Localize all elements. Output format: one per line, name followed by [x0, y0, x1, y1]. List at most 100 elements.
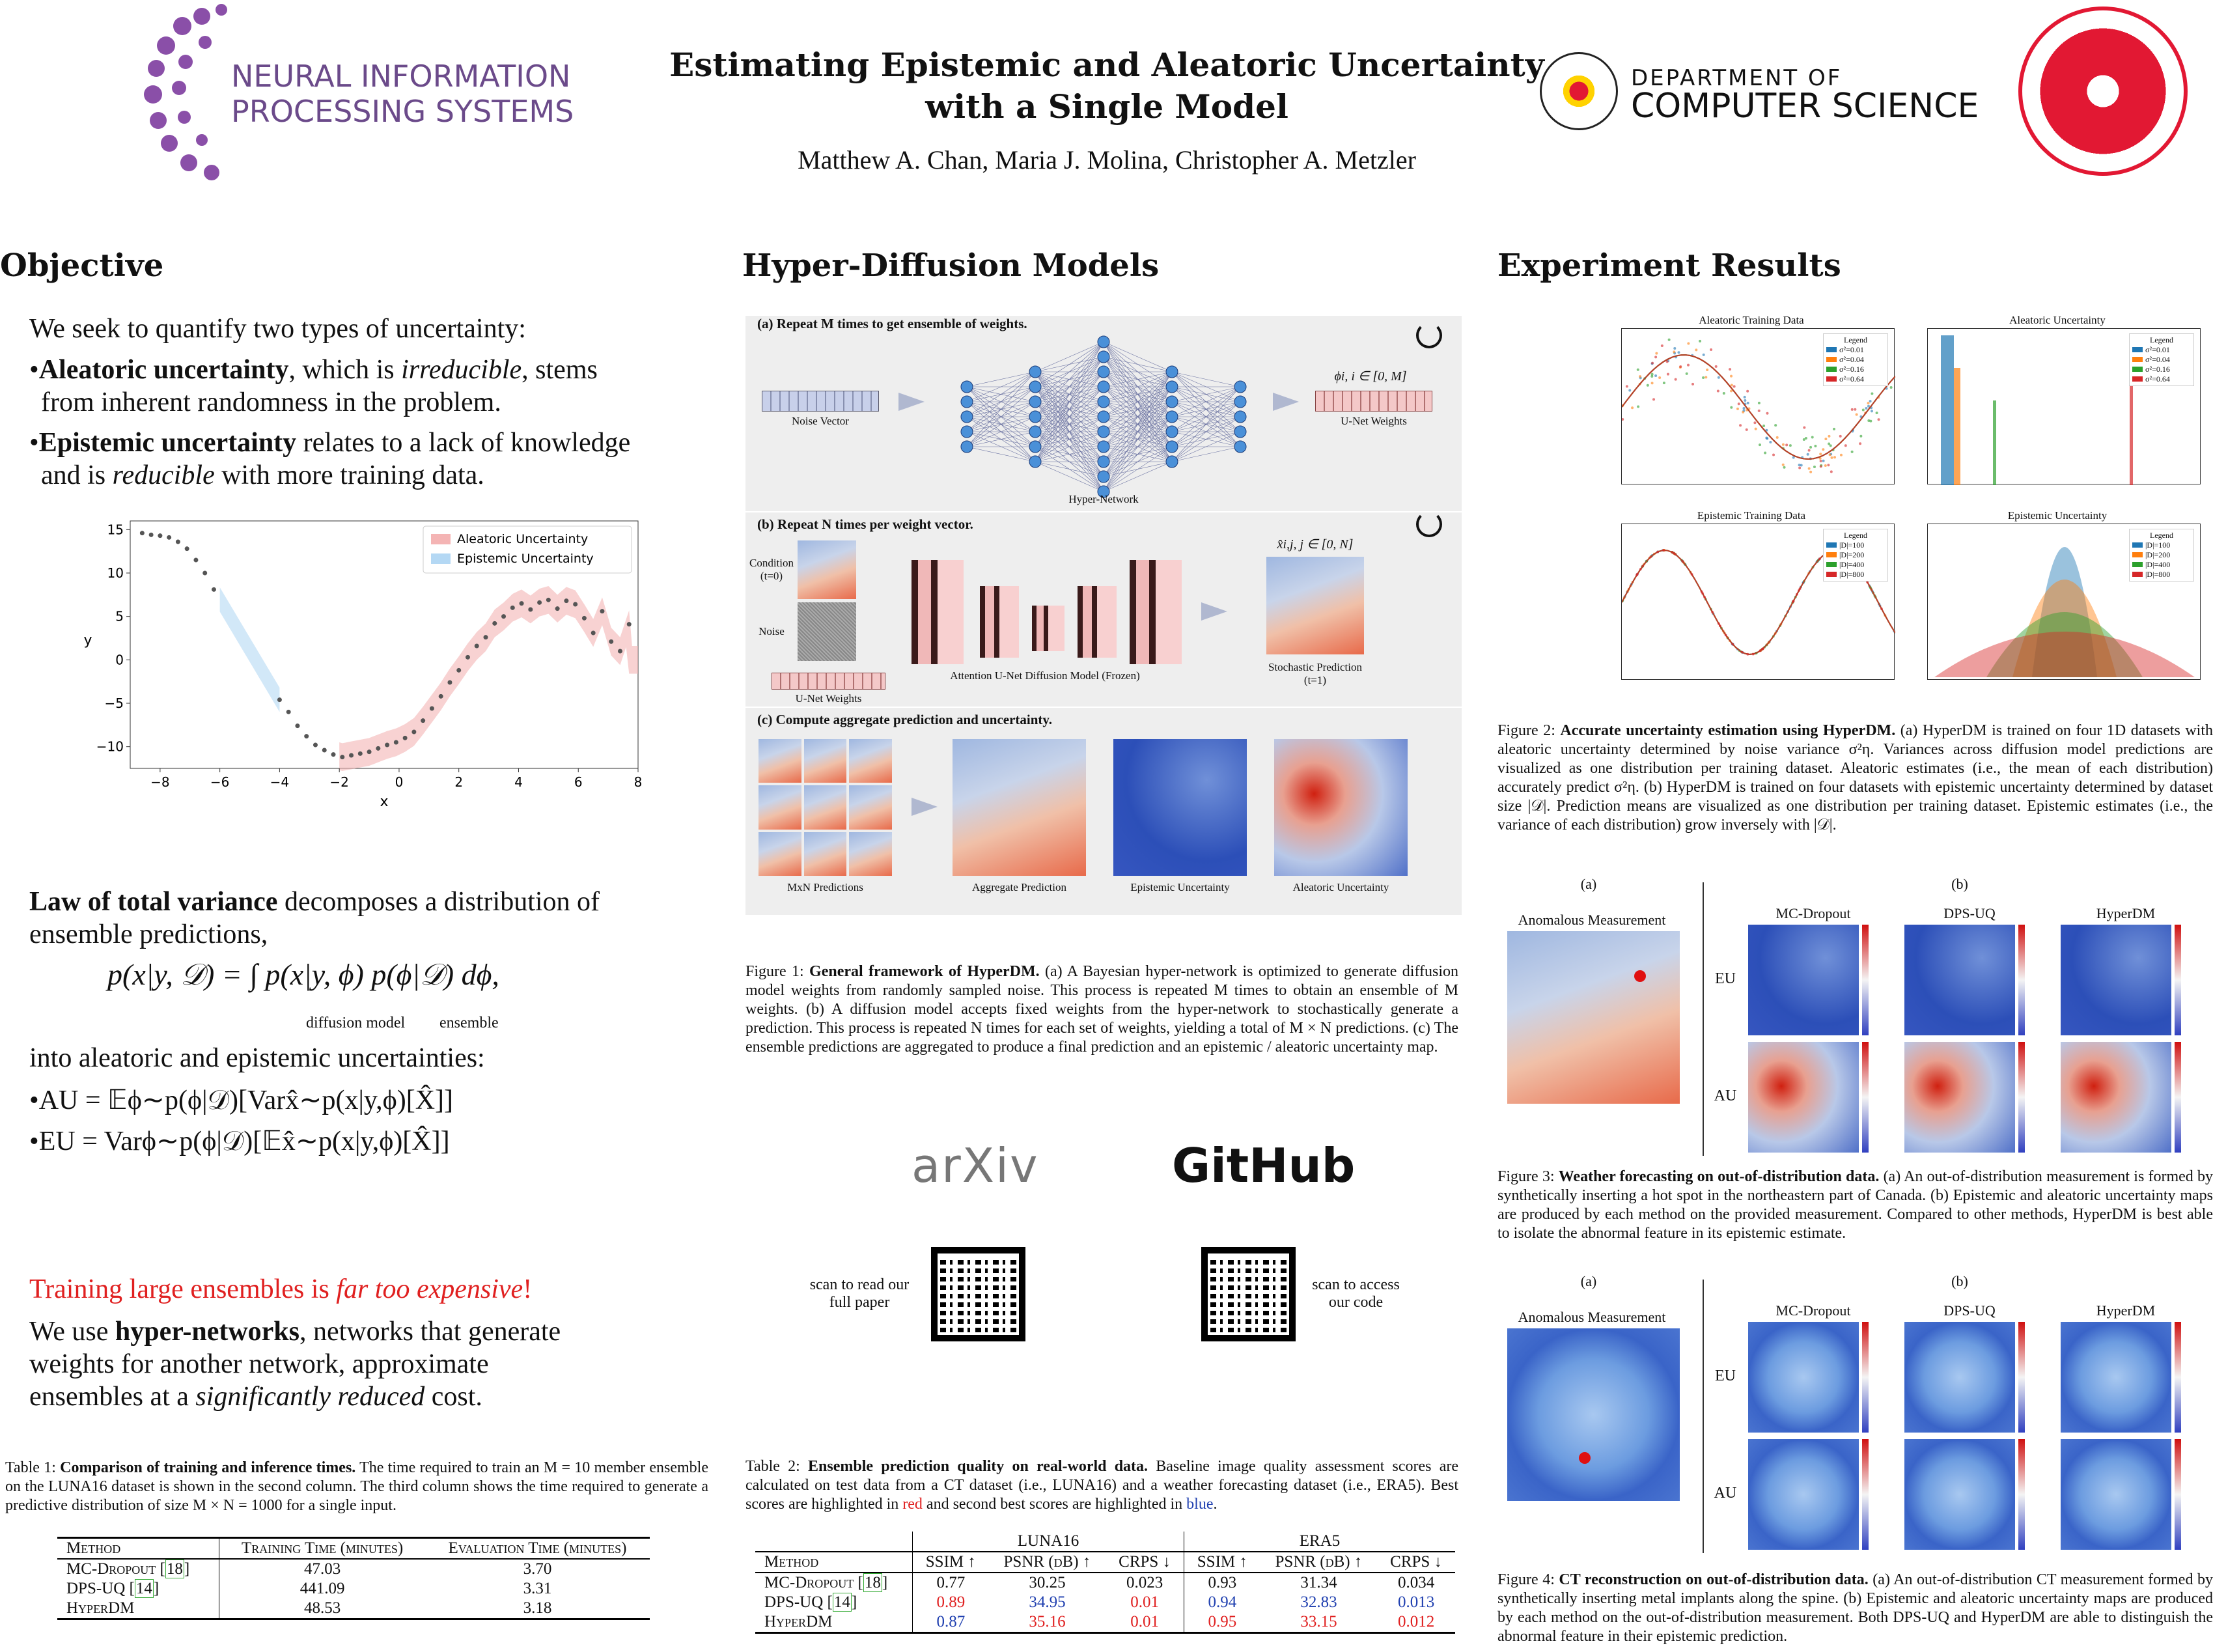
sample-point — [1679, 365, 1682, 368]
data-point — [212, 587, 216, 592]
network-node — [1029, 426, 1041, 438]
unet-layer — [1078, 586, 1117, 658]
figure3: (a) Anomalous Measurement (b) MC-Dropout DPS… — [1497, 876, 2213, 1156]
method-label: DPS-UQ — [1904, 1302, 2035, 1319]
legend-label: σ²=0.64 — [2145, 374, 2170, 384]
data-point — [421, 718, 425, 723]
sample-point — [1829, 453, 1831, 456]
legend-label: σ²=0.16 — [1839, 365, 1864, 374]
network-node — [1029, 441, 1041, 453]
sample-point — [1744, 396, 1746, 399]
t: reducible — [113, 460, 215, 490]
eu-map-2 — [2061, 925, 2171, 1035]
sample-point — [1673, 347, 1676, 350]
figure3-caption: Figure 3: Weather forecasting on out-of-… — [1497, 1168, 2213, 1243]
legend-entry: σ²=0.04 — [2132, 355, 2191, 365]
sample-point — [1803, 427, 1805, 429]
sample-point — [1691, 573, 1693, 576]
citation-link[interactable]: 18 — [165, 1560, 184, 1578]
t: ! — [523, 1274, 532, 1304]
x-tick-label: −4 — [270, 774, 289, 790]
poster-title: Estimating Epistemic and Aleatoric Uncer… — [651, 44, 1563, 128]
sample-point — [1733, 385, 1736, 387]
t: irreducible — [401, 355, 522, 385]
th: Evaluation Time (minutes) — [425, 1538, 650, 1560]
experiment-results-heading: Experiment Results — [1497, 247, 1841, 284]
arxiv-logo[interactable]: arXiv — [912, 1138, 1039, 1193]
arxiv-qr-code[interactable] — [931, 1247, 1025, 1341]
figure4-caption: Figure 4: CT reconstruction on out-of-di… — [1497, 1571, 2213, 1646]
sample-point — [1758, 402, 1761, 404]
neurips-logo: NEURAL INFORMATION PROCESSING SYSTEMS — [140, 0, 583, 186]
bullet-aleatoric: •Aleatoric uncertainty, which is irreduc… — [29, 354, 635, 419]
network-node — [961, 441, 973, 453]
legend-label: |D|=400 — [1839, 560, 1864, 569]
legend-label: σ²=0.64 — [1839, 374, 1864, 384]
unet-weights-block-b — [772, 673, 885, 690]
network-node — [961, 411, 973, 423]
sample-point — [1854, 408, 1856, 411]
sample-point — [1809, 446, 1812, 449]
t: Comparison of training and inference tim… — [60, 1459, 355, 1476]
legend-entry: σ²=0.16 — [1826, 365, 1885, 374]
data-point — [537, 600, 542, 605]
colorbar — [2018, 1439, 2025, 1550]
figure1-caption: Figure 1: General framework of HyperDM. … — [745, 962, 1458, 1057]
unet-weights-block — [1315, 391, 1432, 412]
law-term: Law of total variance — [29, 887, 277, 917]
data-point — [322, 748, 327, 753]
sample-point — [1738, 402, 1740, 405]
hot-spot — [1579, 1452, 1591, 1464]
table-row: HyperDM 0.87 35.16 0.01 0.95 33.15 0.012 — [755, 1612, 1455, 1633]
eu-row-label: EU — [1709, 1367, 1742, 1385]
prediction-thumb — [804, 832, 847, 876]
au-map-2 — [2061, 1042, 2171, 1153]
table-row: HyperDM 48.53 3.18 — [57, 1599, 650, 1619]
data-point — [555, 606, 560, 611]
github-logo[interactable]: GitHub — [1172, 1138, 1355, 1193]
hot-spot — [1634, 970, 1646, 982]
sample-point — [1654, 356, 1657, 358]
citation-link[interactable]: 14 — [135, 1579, 154, 1598]
x-tick-label: 2 — [454, 774, 463, 790]
legend-swatch — [2132, 376, 2143, 382]
law-total-variance: Law of total variance decomposes a distr… — [29, 886, 648, 951]
citation-link[interactable]: 14 — [833, 1593, 852, 1612]
sample-point — [1703, 596, 1706, 598]
network-edge — [1104, 447, 1172, 492]
sample-point — [1731, 384, 1733, 386]
blank — [755, 1532, 913, 1552]
sample-point — [1729, 368, 1731, 371]
score-cell: 0.023 — [1106, 1573, 1184, 1593]
sample-point — [1753, 421, 1756, 424]
group-luna16: LUNA16 — [913, 1532, 1184, 1552]
subplot-legend: Legend σ²=0.01 σ²=0.04 σ²=0.16 σ²=0.64 — [2129, 333, 2194, 386]
sample-point — [1859, 442, 1861, 445]
condition-label: Condition (t=0) — [749, 557, 794, 583]
noise-vector-block — [762, 391, 879, 412]
table1: Method Training Time (minutes) Evaluation … — [57, 1537, 650, 1620]
t: , which is — [288, 355, 401, 385]
sample-point — [1686, 372, 1688, 375]
t: 48.53 — [219, 1599, 425, 1619]
sample-point — [1739, 424, 1742, 427]
sample-point — [1769, 441, 1772, 443]
t: MC-Dropout — [66, 1560, 156, 1578]
github-qr-code[interactable] — [1201, 1247, 1296, 1341]
arrow-icon — [912, 798, 938, 816]
data-point — [367, 749, 372, 754]
legend-swatch — [431, 534, 451, 544]
sample-point — [1762, 425, 1765, 427]
sample-point — [1666, 360, 1669, 363]
figure1-panel: (a) Repeat M times to get ensemble of we… — [745, 316, 1462, 915]
sample-point — [1798, 466, 1801, 469]
sample-point — [1718, 376, 1720, 379]
phi-label: ϕi, i ∈ [0, M] — [1312, 368, 1429, 384]
au-row-label: AU — [1709, 1485, 1742, 1502]
citation-link[interactable]: 18 — [863, 1573, 882, 1592]
prediction-thumb — [804, 739, 847, 783]
sample-point — [1631, 406, 1634, 409]
sample-point — [1658, 376, 1661, 379]
network-node — [1234, 411, 1246, 423]
x-tick-label: 0 — [395, 774, 404, 790]
